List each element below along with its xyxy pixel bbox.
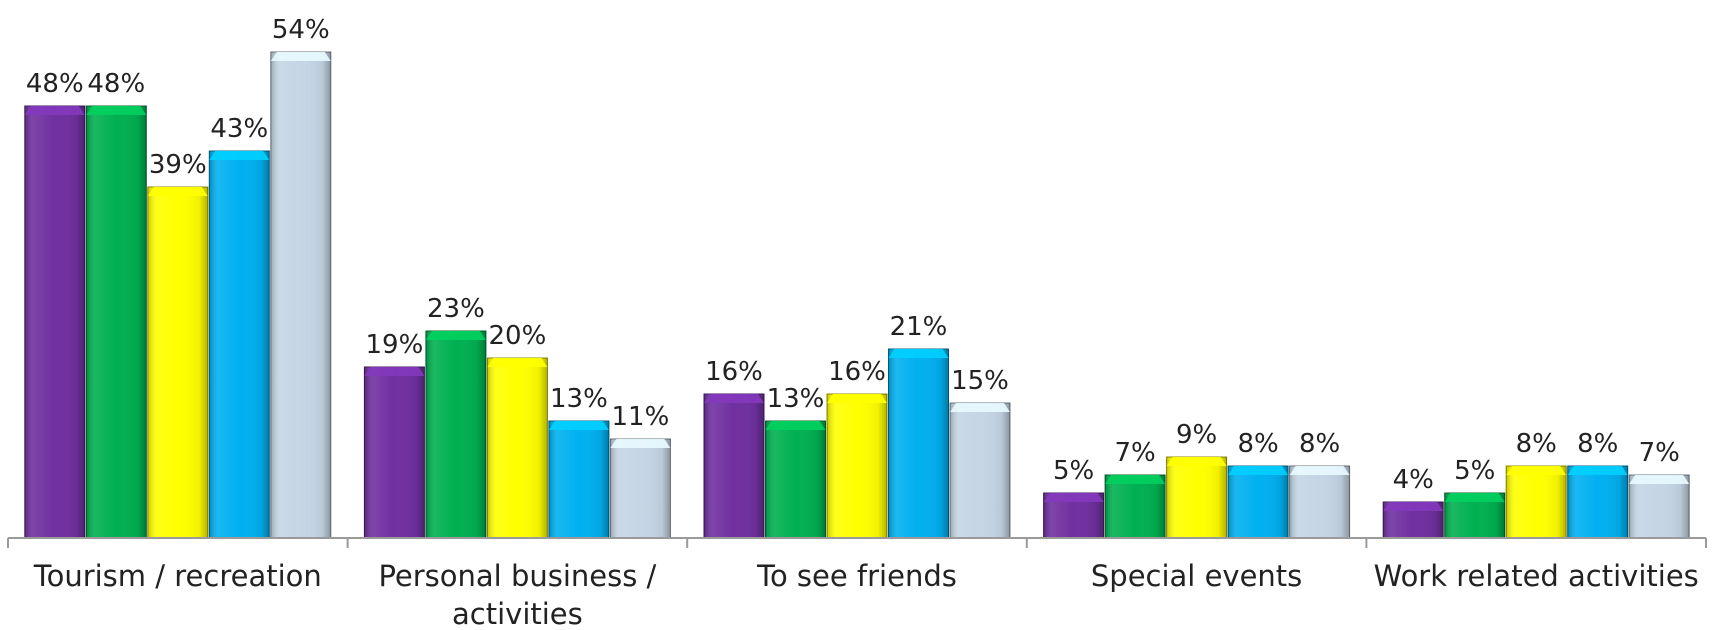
data-label: 7% (1114, 438, 1155, 468)
data-label: 39% (149, 150, 207, 180)
category-label: Special events (1091, 559, 1302, 593)
bar-top-bevel (1043, 493, 1104, 502)
bar-top-bevel (1228, 466, 1289, 475)
data-label: 4% (1393, 465, 1434, 495)
bar-top-bevel (209, 151, 270, 160)
data-label: 11% (612, 402, 670, 432)
data-label: 16% (705, 357, 763, 387)
category-label: Work related activities (1374, 559, 1699, 593)
bar-bevel (1105, 475, 1166, 538)
bar-top-bevel (270, 52, 331, 61)
bar-top-bevel (147, 187, 208, 196)
bar-bevel (364, 367, 425, 538)
category-label: To see friends (756, 559, 957, 593)
data-label: 13% (550, 384, 608, 414)
data-label: 9% (1176, 420, 1217, 450)
data-label: 48% (87, 69, 145, 99)
bar-bevel (209, 151, 270, 538)
data-label: 48% (26, 69, 84, 99)
data-label: 8% (1299, 429, 1340, 459)
bar-top-bevel (1166, 457, 1227, 466)
bar-top-bevel (1105, 475, 1166, 484)
category-label-line: activities (452, 597, 583, 630)
bar-bevel (86, 106, 147, 538)
labels-layer: 48% 48% 39%43% 54% Tourism / recreation 19%23… (26, 15, 1699, 630)
bar-bevel (827, 394, 887, 538)
data-label: 8% (1516, 429, 1557, 459)
bar-top-bevel (1506, 466, 1567, 475)
bar-bevel (610, 439, 671, 538)
category-label-line: Personal business / (378, 559, 656, 593)
bar-bevel (548, 421, 609, 538)
x-axis (7, 537, 1707, 548)
data-label: 8% (1237, 429, 1278, 459)
bar-top-bevel (1629, 475, 1690, 484)
data-label: 7% (1639, 438, 1680, 468)
bar-bevel (765, 421, 826, 538)
bar-top-bevel (704, 394, 764, 403)
bar-bevel (950, 403, 1010, 538)
bar-bevel (1289, 466, 1350, 538)
bars-layer (24, 51, 1690, 539)
data-label: 8% (1577, 429, 1618, 459)
data-label: 43% (210, 114, 268, 144)
data-label: 13% (767, 384, 825, 414)
bar-top-bevel (1289, 466, 1350, 475)
category-label-line: Tourism / recreation (33, 559, 322, 593)
bar-bevel (270, 52, 331, 538)
bar-top-bevel (1444, 493, 1505, 502)
data-label: 20% (489, 321, 547, 351)
data-label: 5% (1053, 456, 1094, 486)
bar-bevel (704, 394, 764, 538)
bar-bevel (24, 106, 85, 538)
bar-bevel (888, 349, 949, 538)
category-label-line: Work related activities (1374, 559, 1699, 593)
bar-top-bevel (610, 439, 671, 448)
bar-top-bevel (1383, 502, 1444, 511)
bar-top-bevel (487, 358, 548, 367)
data-label: 15% (951, 366, 1009, 396)
bar-top-bevel (425, 331, 486, 340)
data-label: 16% (828, 357, 886, 387)
bar-top-bevel (950, 403, 1010, 412)
data-label: 54% (272, 15, 330, 45)
bar-top-bevel (86, 106, 147, 115)
bar-bevel (1567, 466, 1628, 538)
bar-top-bevel (548, 421, 609, 430)
data-label: 23% (427, 294, 485, 324)
bar-top-bevel (24, 106, 85, 115)
data-label: 5% (1454, 456, 1495, 486)
category-label-line: Special events (1091, 559, 1302, 593)
bar-bevel (147, 187, 208, 538)
data-label: 21% (890, 312, 948, 342)
bar-bevel (1629, 475, 1690, 538)
bar-top-bevel (765, 421, 826, 430)
bar-top-bevel (827, 394, 887, 403)
bar-bevel (1166, 457, 1227, 538)
bar-bevel (425, 331, 486, 538)
category-label: Personal business / activities (378, 559, 656, 630)
bar-top-bevel (1567, 466, 1628, 475)
data-label: 19% (366, 330, 424, 360)
category-label: Tourism / recreation (33, 559, 322, 593)
bar-bevel (1228, 466, 1289, 538)
bar-top-bevel (364, 367, 425, 376)
bar-bevel (1506, 466, 1567, 538)
category-label-line: To see friends (756, 559, 957, 593)
bar-bevel (487, 358, 548, 538)
bar-top-bevel (888, 349, 949, 358)
